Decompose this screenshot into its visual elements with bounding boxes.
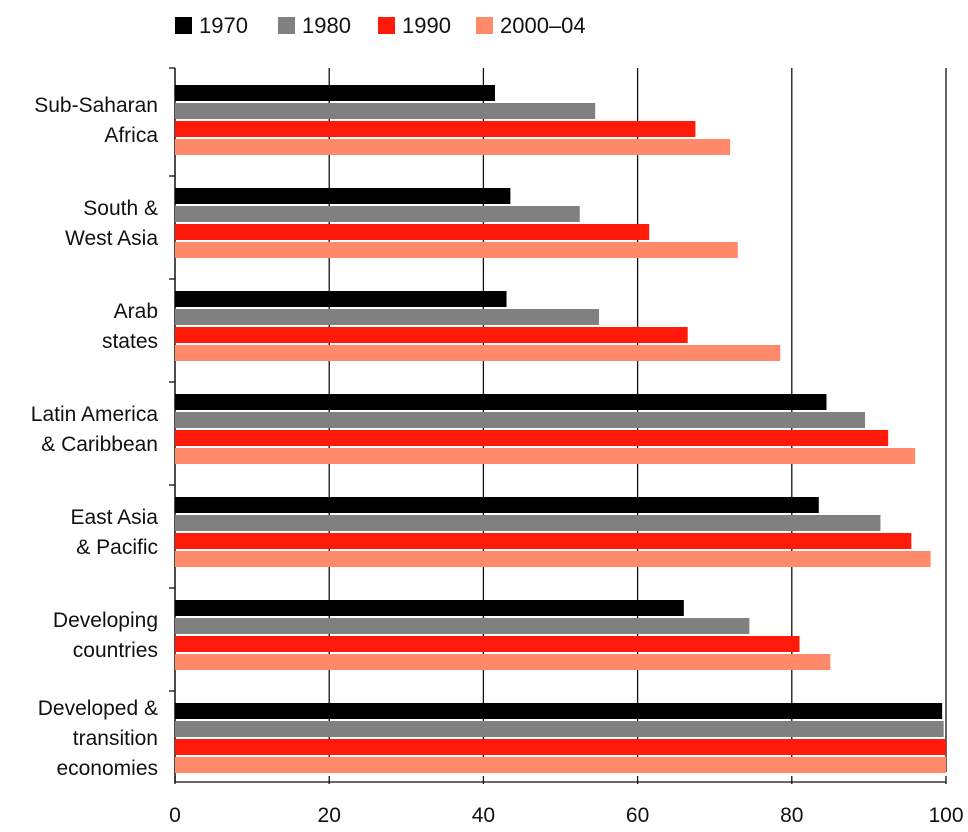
bar-1990-cat-6	[175, 739, 946, 755]
category-label-2-line-0: Arab	[114, 300, 158, 323]
legend-swatch-1980	[278, 17, 295, 34]
bar-1970-cat-6	[175, 703, 943, 719]
x-tick-label-80: 80	[780, 804, 803, 827]
legend-label-1970: 1970	[199, 13, 248, 38]
category-label-5-line-1: countries	[73, 639, 158, 662]
x-tick-label-20: 20	[318, 804, 341, 827]
category-label-4-line-1: & Pacific	[76, 536, 158, 559]
bar-1990-cat-2	[175, 327, 688, 343]
bar-1980-cat-4	[175, 515, 881, 531]
bar-1970-cat-5	[175, 600, 684, 616]
category-label-0-line-0: Sub-Saharan	[34, 94, 158, 117]
bar-2000-04-cat-6	[175, 757, 946, 773]
bar-1990-cat-4	[175, 533, 912, 549]
x-tick-label-100: 100	[928, 804, 963, 827]
bar-2000-04-cat-1	[175, 242, 738, 258]
category-label-5-line-0: Developing	[53, 609, 158, 632]
category-label-6-line-1: transition	[73, 727, 158, 750]
category-label-4-line-0: East Asia	[70, 506, 158, 529]
category-label-6-line-2: economies	[56, 757, 158, 780]
legend-label-1990: 1990	[402, 13, 451, 38]
bar-1980-cat-1	[175, 206, 580, 222]
bar-1970-cat-2	[175, 291, 507, 307]
bar-1980-cat-0	[175, 103, 596, 119]
category-label-6-line-0: Developed &	[38, 697, 158, 720]
bar-2000-04-cat-2	[175, 345, 781, 361]
legend-swatch-2000-04	[476, 17, 493, 34]
legend-label-2000-04: 2000–04	[500, 13, 586, 38]
bar-2000-04-cat-0	[175, 139, 731, 155]
bar-1990-cat-1	[175, 224, 650, 240]
bar-1980-cat-5	[175, 618, 750, 634]
x-tick-label-40: 40	[472, 804, 495, 827]
bar-1970-cat-1	[175, 188, 511, 204]
bar-1980-cat-3	[175, 412, 866, 428]
bar-2000-04-cat-3	[175, 448, 916, 464]
category-label-3-line-1: & Caribbean	[41, 433, 158, 456]
bar-2000-04-cat-5	[175, 654, 831, 670]
x-tick-label-60: 60	[626, 804, 649, 827]
category-label-0-line-1: Africa	[104, 124, 158, 147]
bar-1990-cat-5	[175, 636, 800, 652]
bar-1990-cat-0	[175, 121, 696, 137]
bar-1990-cat-3	[175, 430, 889, 446]
bar-1970-cat-4	[175, 497, 819, 513]
legend-swatch-1970	[175, 17, 192, 34]
category-label-3-line-0: Latin America	[31, 403, 159, 426]
legend-label-1980: 1980	[302, 13, 351, 38]
bar-1980-cat-2	[175, 309, 600, 325]
bar-2000-04-cat-4	[175, 551, 931, 567]
bar-1980-cat-6	[175, 721, 944, 737]
legend-swatch-1990	[378, 17, 395, 34]
category-label-1-line-0: South &	[83, 197, 158, 220]
bar-1970-cat-3	[175, 394, 827, 410]
category-label-2-line-1: states	[102, 330, 158, 353]
bar-1970-cat-0	[175, 85, 495, 101]
x-tick-label-0: 0	[169, 804, 181, 827]
category-label-1-line-1: West Asia	[65, 227, 158, 250]
